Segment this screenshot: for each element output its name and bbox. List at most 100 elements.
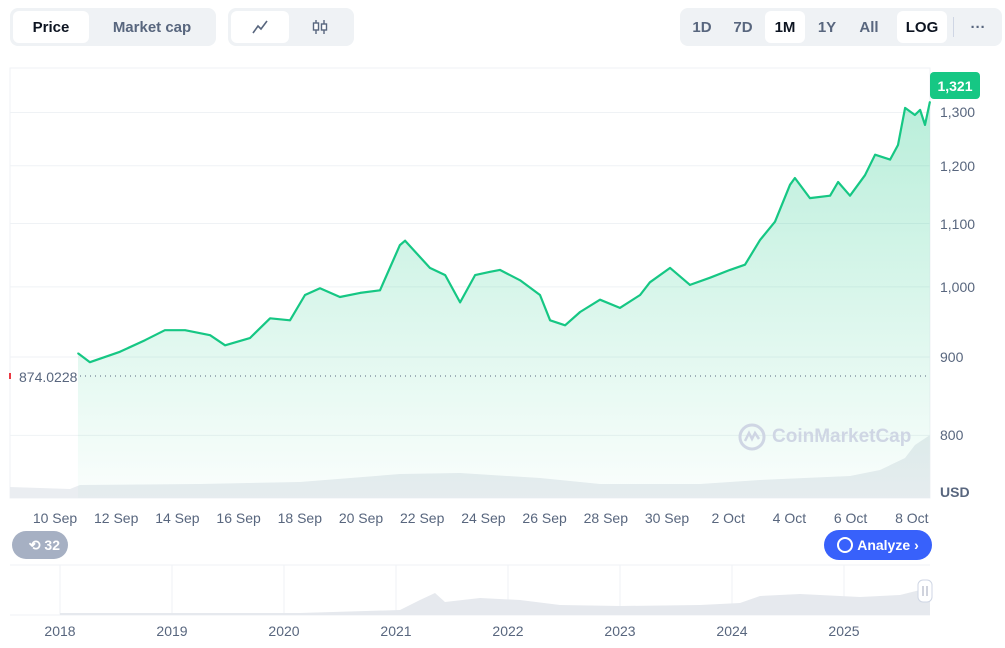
y-tick-label: 900 — [940, 349, 964, 365]
x-tick-label: 30 Sep — [644, 510, 690, 526]
navigator-year-label: 2022 — [492, 623, 524, 639]
price-point — [539, 294, 541, 296]
range-selector: 1D 7D 1M 1Y All LOG ··· — [680, 8, 1002, 46]
price-point — [119, 351, 121, 353]
price-point — [224, 344, 226, 347]
coinmarketcap-logo-icon — [738, 423, 766, 451]
price-point — [77, 352, 79, 355]
navigator-year-label: 2018 — [44, 623, 76, 639]
price-point — [339, 296, 341, 298]
y-tick-label: 800 — [940, 427, 964, 444]
navigator-year-label: 2020 — [268, 623, 300, 639]
start-price-label: 874.0228 — [19, 369, 78, 385]
price-point — [849, 194, 851, 197]
line-chart-icon[interactable] — [231, 11, 289, 43]
price-point — [444, 274, 446, 276]
navigator-year-label: 2019 — [156, 623, 188, 639]
price-point — [379, 289, 381, 292]
tab-market-cap[interactable]: Market cap — [112, 18, 192, 36]
y-tick-label: 1,100 — [940, 215, 976, 232]
log-scale-button[interactable]: LOG — [897, 11, 947, 43]
history-icon: ⟲ — [28, 536, 41, 553]
navigator-handle[interactable] — [917, 579, 933, 603]
analyze-button[interactable]: Analyze › — [824, 530, 932, 560]
price-point — [809, 197, 811, 199]
price-point — [759, 239, 761, 241]
navigator-year-label: 2024 — [716, 623, 748, 639]
x-tick-label: 2 Oct — [711, 510, 745, 526]
watermark: CoinMarketCap — [738, 423, 911, 451]
range-7d[interactable]: 7D — [733, 18, 753, 36]
navigator-year-label: 2023 — [604, 623, 636, 639]
price-marketcap-toggle: Price Market cap — [10, 8, 216, 46]
x-tick-label: 24 Sep — [461, 510, 506, 526]
price-point — [89, 361, 91, 363]
range-1m[interactable]: 1M — [765, 11, 805, 43]
price-point — [304, 294, 306, 296]
price-point — [399, 244, 401, 246]
price-point — [914, 114, 916, 116]
candlestick-icon[interactable] — [291, 11, 349, 43]
price-point — [599, 298, 601, 301]
price-point — [474, 274, 476, 276]
price-point — [164, 329, 166, 332]
price-point — [874, 153, 876, 156]
x-tick-label: 26 Sep — [522, 510, 567, 526]
price-point — [904, 107, 906, 109]
price-point — [794, 177, 796, 179]
x-tick-label: 22 Sep — [400, 510, 445, 526]
range-1d[interactable]: 1D — [692, 18, 712, 36]
price-point — [269, 317, 271, 320]
price-point — [459, 301, 461, 304]
y-tick-label: 1,000 — [940, 278, 976, 295]
price-point — [619, 307, 621, 309]
price-point — [404, 239, 406, 242]
price-point — [499, 269, 501, 271]
y-tick-label: 1,300 — [940, 104, 976, 121]
x-tick-label: 10 Sep — [32, 510, 78, 526]
tab-price[interactable]: Price — [13, 11, 89, 43]
chevron-right-icon: › — [914, 537, 919, 553]
price-point — [359, 292, 361, 294]
price-point — [709, 276, 711, 279]
x-tick-label: 28 Sep — [583, 510, 628, 526]
price-point — [144, 339, 146, 342]
price-point — [689, 284, 691, 286]
x-tick-label: 8 Oct — [895, 510, 929, 526]
history-badge[interactable]: ⟲ 32 — [12, 531, 68, 559]
price-point — [924, 124, 926, 126]
x-tick-label: 6 Oct — [833, 510, 868, 526]
analyze-icon — [837, 537, 854, 553]
range-all[interactable]: All — [859, 18, 879, 36]
price-point — [639, 294, 641, 296]
navigator-year-label: 2025 — [828, 623, 860, 639]
price-point — [289, 319, 291, 322]
price-point — [929, 101, 931, 103]
x-tick-label: 12 Sep — [94, 510, 139, 526]
price-point — [579, 311, 581, 313]
price-point — [837, 181, 839, 183]
navigator-history[interactable] — [60, 588, 930, 615]
more-options-button[interactable]: ··· — [970, 18, 986, 36]
price-point — [864, 174, 866, 176]
current-price-badge: 1,321 — [930, 72, 980, 99]
price-point — [789, 184, 791, 186]
x-tick-label: 14 Sep — [155, 510, 200, 526]
price-point — [519, 279, 521, 282]
price-point — [489, 271, 491, 273]
price-point — [249, 337, 251, 339]
price-area — [77, 101, 930, 499]
price-point — [889, 158, 891, 161]
range-1y[interactable]: 1Y — [817, 18, 837, 36]
price-point — [774, 220, 776, 223]
price-point — [184, 329, 186, 332]
chart-type-toggle — [228, 8, 354, 46]
x-tick-label: 16 Sep — [216, 510, 261, 526]
currency-label: USD — [940, 484, 970, 500]
x-tick-label: 20 Sep — [338, 510, 384, 526]
x-tick-label: 4 Oct — [772, 510, 807, 526]
price-point — [649, 281, 651, 284]
price-point — [729, 269, 731, 271]
price-point — [829, 194, 831, 197]
